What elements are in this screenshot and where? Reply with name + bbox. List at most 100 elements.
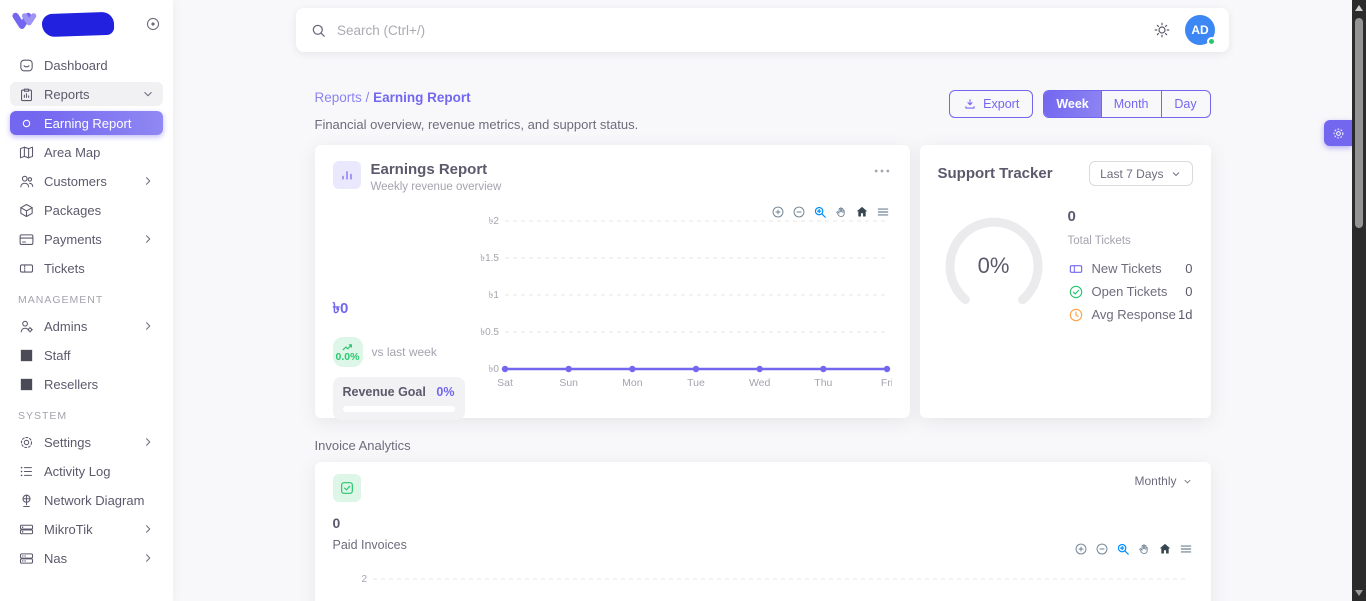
chevron-right-icon [141,319,155,333]
sidebar-item-settings[interactable]: Settings [10,430,163,454]
svg-text:Sat: Sat [497,377,513,389]
scrollbar-up-arrow[interactable] [1352,1,1366,15]
menu-icon[interactable] [1179,542,1193,556]
ticket-icon [18,260,35,277]
dashboard-icon [18,57,35,74]
sidebar-item-area-map[interactable]: Area Map [10,140,163,164]
sidebar-item-network-diagram[interactable]: Network Diagram [10,488,163,512]
clock-icon [1068,307,1084,323]
sidebar-item-mikrotik[interactable]: MikroTik [10,517,163,541]
zoom-out-icon[interactable] [1095,542,1109,556]
selection-zoom-icon[interactable] [1116,542,1130,556]
chevron-right-icon [141,551,155,565]
support-stat-label: New Tickets [1091,261,1162,276]
zoom-out-icon[interactable] [792,205,806,219]
browser-scrollbar[interactable] [1352,0,1366,601]
support-range-select[interactable]: Last 7 Days [1089,161,1193,186]
sidebar-item-payments[interactable]: Payments [10,227,163,251]
chevron-down-icon [1184,479,1190,483]
invoice-analytics-card: 0 Paid Invoices Monthly 21.5 [314,462,1211,601]
earnings-amount: ৳0 [332,300,349,317]
zoom-in-icon[interactable] [771,205,785,219]
support-stat-value: 0 [1185,261,1193,276]
invoice-chart-toolbar [1074,542,1193,556]
svg-text:Mon: Mon [622,377,643,389]
support-tracker-card: Support Tracker Last 7 Days 0% 0 [919,145,1211,418]
revenue-goal-box: Revenue Goal 0% [332,377,465,420]
zoom-in-icon[interactable] [1074,542,1088,556]
search-input[interactable] [337,22,1153,38]
sidebar-item-reports[interactable]: Reports [10,82,163,106]
main-area: AD Reports / Earning Report Financial ov… [173,8,1352,601]
server-icon [18,550,35,567]
brand-row [0,0,173,48]
sidebar-item-activity-log[interactable]: Activity Log [10,459,163,483]
sidebar-item-tickets[interactable]: Tickets [10,256,163,280]
sidebar-item-staff[interactable]: Staff [10,343,163,367]
check-square-icon [332,474,361,502]
sidebar-item-label: Customers [44,173,107,189]
earnings-chart-toolbar [771,205,890,219]
revenue-goal-percent: 0% [436,385,455,399]
theme-customizer-button[interactable] [1324,120,1352,146]
invoice-line-chart: 21.5 [333,569,1193,601]
sidebar: Dashboard Reports Earning Report Area Map Cu… [0,0,173,601]
export-button[interactable]: Export [949,90,1034,118]
support-range-label: Last 7 Days [1100,166,1164,181]
pan-hand-icon[interactable] [1137,542,1151,556]
page-subtitle: Financial overview, revenue metrics, and… [314,117,639,132]
map-icon [18,144,35,161]
avatar-initials: AD [1191,23,1209,37]
invoice-range-select[interactable]: Monthly [1134,474,1192,488]
svg-text:৳1: ৳1 [488,290,499,301]
avatar[interactable]: AD [1185,15,1216,46]
home-reset-icon[interactable] [1158,542,1172,556]
sidebar-item-dashboard[interactable]: Dashboard [10,53,163,77]
header-actions: Export Week Month Day [949,90,1211,118]
svg-text:৳0.5: ৳0.5 [480,327,499,338]
svg-text:৳0: ৳0 [488,364,499,375]
chevron-right-icon [141,232,155,246]
bar-chart-icon [332,161,361,189]
breadcrumb-separator: / [365,90,370,105]
invoice-analytics-heading: Invoice Analytics [314,438,411,453]
support-gauge: 0% [938,210,1050,322]
page-header: Reports / Earning Report Financial overv… [315,90,1211,132]
settings-icon [18,434,35,451]
gear-icon [1333,128,1343,138]
pan-hand-icon[interactable] [834,205,848,219]
breadcrumb-parent[interactable]: Reports [314,90,362,105]
sidebar-item-customers[interactable]: Customers [10,169,163,193]
sidebar-item-nas[interactable]: Nas [10,546,163,570]
sidebar-item-label: Earning Report [44,115,132,131]
sidebar-item-label: Resellers [44,376,99,392]
sidebar-nav: Dashboard Reports Earning Report Area Map Cu… [0,48,173,570]
card-menu-ellipsis-icon[interactable] [872,161,892,181]
svg-text:Fri: Fri [880,377,891,389]
selection-zoom-icon[interactable] [813,205,827,219]
sidebar-item-label: Area Map [44,144,101,160]
range-tab-month[interactable]: Month [1102,91,1162,117]
search-icon[interactable] [310,22,327,39]
trend-up-icon [342,343,352,350]
sidebar-item-admins[interactable]: Admins [10,314,163,338]
menu-pin-toggle-icon[interactable] [145,16,161,32]
paid-invoices-label: Paid Invoices [332,538,407,552]
earnings-chart-region: ৳0 ৳0.5 ৳1 ৳1.5 ৳2 Sat Sun Mon Tue Wed Thu Fri [465,205,892,420]
theme-toggle-sun-icon[interactable] [1153,21,1171,39]
menu-icon[interactable] [876,205,890,219]
scrollbar-thumb[interactable] [1355,18,1363,228]
sidebar-item-earning-report[interactable]: Earning Report [10,111,163,135]
paid-invoices-value: 0 [332,515,341,531]
card-icon [18,231,35,248]
package-icon [18,202,35,219]
home-reset-icon[interactable] [855,205,869,219]
scrollbar-down-arrow[interactable] [1352,586,1366,600]
sidebar-item-label: Network Diagram [44,492,145,508]
circle-icon [18,115,35,132]
sidebar-item-resellers[interactable]: Resellers [10,372,163,396]
svg-text:Tue: Tue [687,377,705,389]
range-tab-week[interactable]: Week [1044,91,1102,117]
range-tab-day[interactable]: Day [1174,97,1197,111]
sidebar-item-packages[interactable]: Packages [10,198,163,222]
